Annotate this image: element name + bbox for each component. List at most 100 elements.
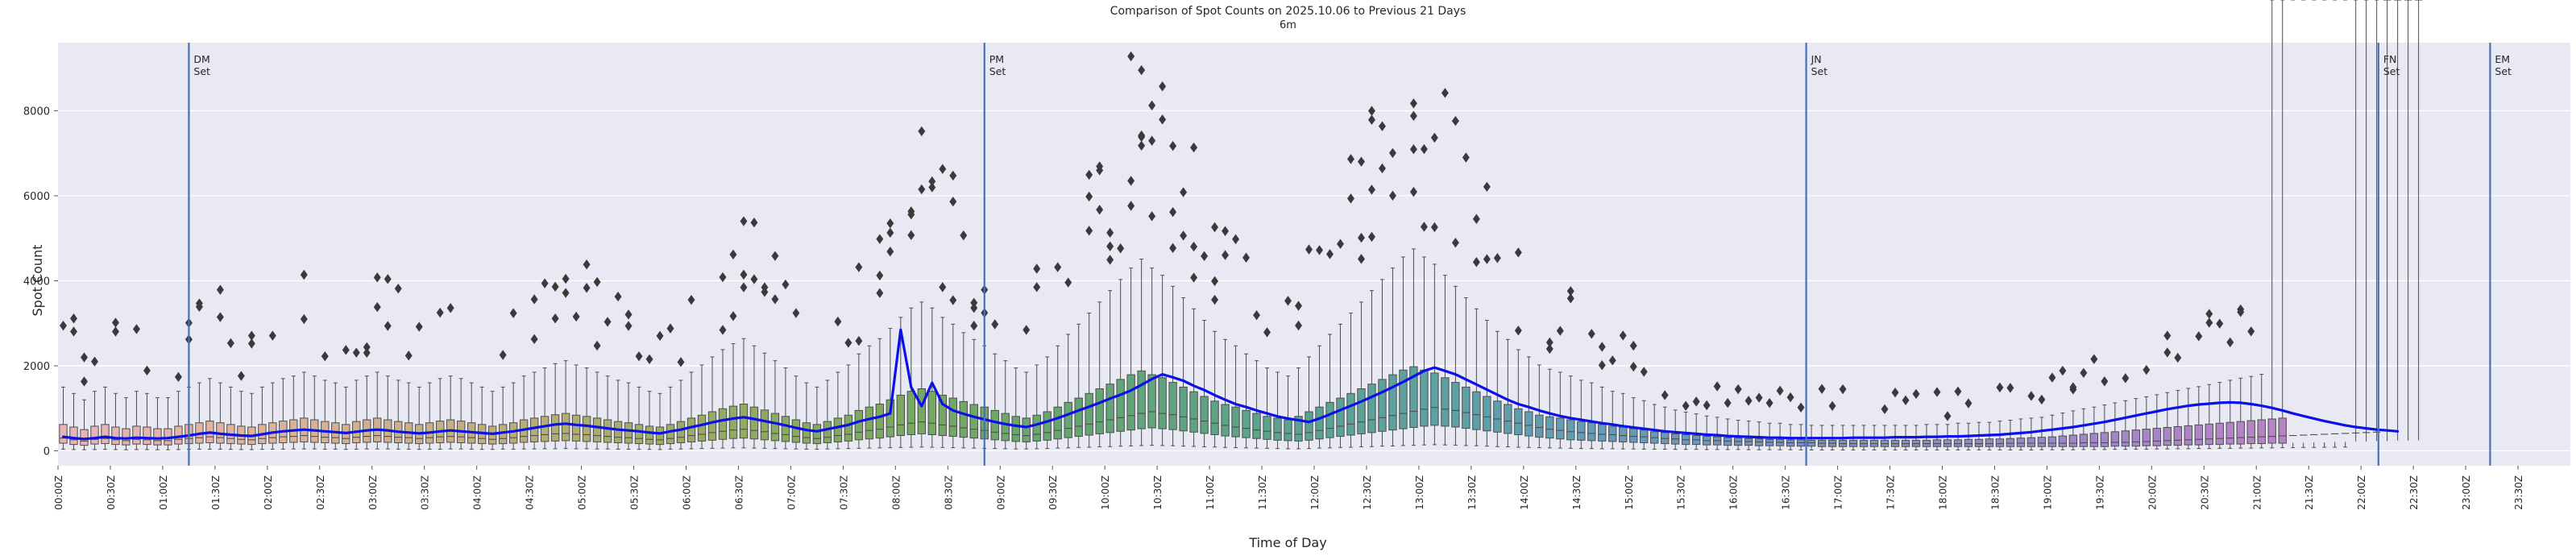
outlier-marker xyxy=(1430,132,1438,143)
outlier-marker xyxy=(1420,143,1428,155)
outlier-marker xyxy=(1284,296,1292,306)
x-tick-label: 01:30Z xyxy=(210,475,222,510)
x-tick-label: 18:30Z xyxy=(1989,475,2001,510)
outlier-marker xyxy=(656,330,664,342)
boxplot-box xyxy=(1126,268,1135,446)
y-tick-label: 8000 xyxy=(23,106,50,118)
x-axis-title: Time of Day xyxy=(1249,535,1327,550)
outlier-marker xyxy=(886,218,894,229)
boxplot-box xyxy=(1032,364,1041,450)
boxplot-box xyxy=(1263,367,1271,449)
outlier-marker xyxy=(1556,326,1564,336)
x-tick-label: 11:30Z xyxy=(1257,475,1268,510)
outlier-marker xyxy=(1462,152,1470,163)
boxplot-box xyxy=(1074,323,1083,448)
outlier-marker xyxy=(60,320,67,331)
today-line-series[interactable] xyxy=(61,328,2400,441)
outlier-marker xyxy=(677,357,685,367)
outlier-marker xyxy=(1169,243,1177,254)
x-tick-label: 13:30Z xyxy=(1466,475,1478,510)
outlier-marker xyxy=(1776,385,1784,396)
outlier-marker xyxy=(499,350,507,360)
outlier-marker xyxy=(1514,326,1522,336)
outlier-marker xyxy=(1085,191,1093,202)
outlier-marker xyxy=(81,376,88,387)
outlier-marker xyxy=(645,354,653,364)
boxplot-box xyxy=(1294,367,1303,450)
boxplot-box xyxy=(2351,0,2360,442)
boxplot-box xyxy=(1273,371,1282,450)
boxplot-box xyxy=(760,352,769,449)
outlier-marker xyxy=(583,283,591,293)
boxplot-box xyxy=(1504,338,1512,448)
boxplot-box xyxy=(1095,301,1104,448)
boxplot-box xyxy=(498,386,508,450)
boxplot-box xyxy=(2026,417,2036,450)
outlier-marker xyxy=(2237,307,2245,317)
boxplot-box xyxy=(948,323,957,449)
boxplot-box xyxy=(1545,368,1554,449)
x-tick-label: 10:00Z xyxy=(1100,475,1111,510)
outlier-marker xyxy=(541,278,549,288)
outlier-marker xyxy=(1608,355,1616,366)
outlier-marker xyxy=(1765,397,1773,409)
x-tick-label: 15:00Z xyxy=(1624,475,1635,510)
outlier-marker xyxy=(970,297,978,309)
boxplot-box xyxy=(122,397,131,450)
boxplot-box xyxy=(1001,360,1010,450)
outlier-marker xyxy=(949,170,957,181)
boxplot-box xyxy=(101,386,110,450)
outlier-marker xyxy=(960,230,968,241)
outlier-marker xyxy=(436,307,444,318)
outlier-marker xyxy=(876,270,884,281)
boxplot-box xyxy=(739,338,749,449)
outlier-marker xyxy=(1430,222,1438,233)
outlier-marker xyxy=(268,330,276,341)
boxplot-box xyxy=(2289,0,2297,449)
outlier-marker xyxy=(1943,411,1952,421)
outlier-marker xyxy=(1159,114,1167,125)
outlier-marker xyxy=(918,126,926,137)
outlier-marker xyxy=(1138,130,1146,141)
outlier-marker xyxy=(2069,382,2077,392)
boxplot-box xyxy=(2257,374,2266,449)
boxplot-box xyxy=(969,338,978,449)
x-tick-label: 18:00Z xyxy=(1938,475,1949,510)
outlier-marker xyxy=(1755,392,1763,403)
outlier-marker xyxy=(939,282,947,292)
outlier-marker xyxy=(1818,384,1826,394)
y-tick-label: 4000 xyxy=(23,276,50,288)
x-tick-label: 04:30Z xyxy=(525,475,536,510)
outlier-marker xyxy=(886,246,894,257)
outlier-marker xyxy=(1388,190,1396,201)
x-tick-label: 12:30Z xyxy=(1362,475,1373,510)
outlier-marker xyxy=(1263,327,1271,338)
outlier-marker xyxy=(1211,294,1219,305)
boxplot-box xyxy=(1315,345,1324,449)
outlier-marker xyxy=(1713,381,1721,392)
boxplot-box xyxy=(1713,417,1722,450)
today-spot-count-line[interactable] xyxy=(61,328,2400,441)
outlier-marker xyxy=(1127,176,1135,186)
boxplot-box xyxy=(1692,413,1701,450)
boxplot-box xyxy=(1116,279,1125,447)
outlier-marker xyxy=(2059,365,2067,376)
boxplot-box xyxy=(2068,410,2078,450)
outlier-marker xyxy=(1326,249,1334,259)
boxplot-box xyxy=(1838,425,1848,450)
outlier-marker xyxy=(687,294,695,305)
outlier-marker xyxy=(1692,396,1700,407)
outlier-marker xyxy=(614,291,622,302)
boxplot-box xyxy=(2246,375,2255,449)
x-tick-label: 22:30Z xyxy=(2408,475,2420,510)
outlier-marker xyxy=(1148,211,1156,222)
boxplot-box xyxy=(1357,301,1366,448)
outlier-marker xyxy=(2101,376,2109,387)
boxplot-box xyxy=(69,392,78,450)
outlier-marker xyxy=(1169,206,1177,218)
boxplot-box xyxy=(1420,256,1429,446)
boxplot-box xyxy=(1388,268,1397,446)
outlier-marker xyxy=(1138,140,1146,151)
outlier-marker xyxy=(1357,156,1365,167)
outlier-marker xyxy=(195,301,203,313)
